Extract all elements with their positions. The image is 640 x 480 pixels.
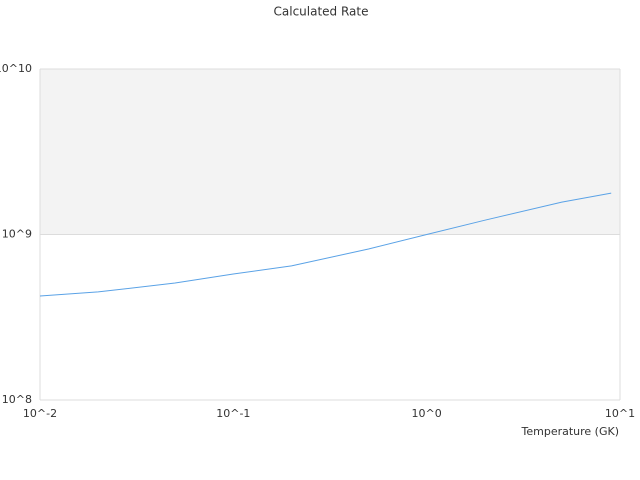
x-tick-label: 10^-2 <box>23 407 57 420</box>
chart-title: Calculated Rate <box>274 5 369 19</box>
y-tick-label: 10^8 <box>2 393 32 406</box>
x-tick-label: 10^0 <box>412 407 442 420</box>
x-tick-label: 10^-1 <box>216 407 250 420</box>
x-tick-label: 10^1 <box>605 407 635 420</box>
x-axis-label: Temperature (GK) <box>521 425 620 438</box>
y-tick-label: 10^10 <box>0 62 32 75</box>
plot-band <box>40 69 620 235</box>
y-tick-label: 10^9 <box>2 228 32 241</box>
series-line <box>39 192 612 297</box>
